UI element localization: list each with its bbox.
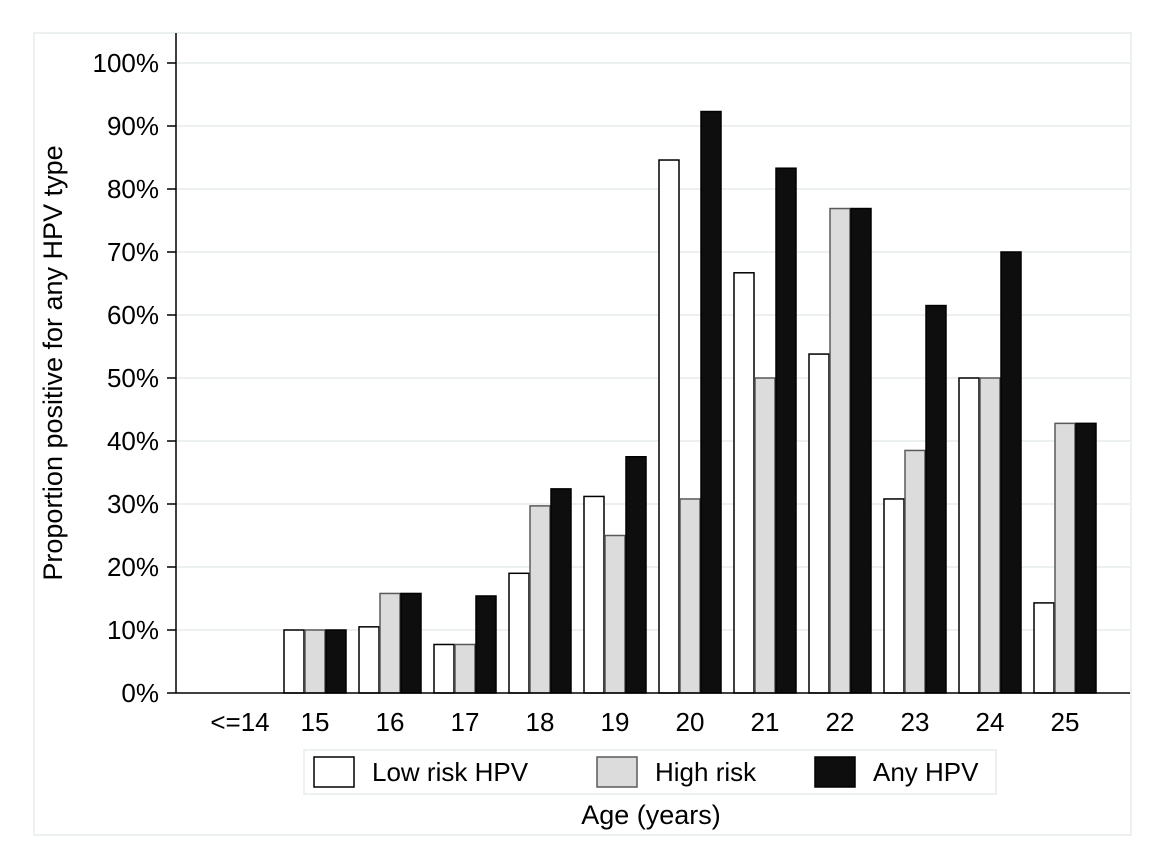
legend-box [303, 749, 997, 795]
bar-low-risk-hpv-25 [1033, 602, 1055, 694]
x-tick-label: 23 [901, 707, 930, 737]
bar-high-risk-15 [304, 629, 326, 694]
y-tick-label: 50% [107, 363, 159, 393]
y-tick-label: 80% [107, 174, 159, 204]
y-tick-label: 70% [107, 237, 159, 267]
x-tick-label: 17 [451, 707, 480, 737]
x-tick-label: 20 [676, 707, 705, 737]
bar-high-risk-18 [529, 505, 551, 694]
y-tick-label: 60% [107, 300, 159, 330]
bar-low-risk-hpv-17 [433, 643, 455, 694]
y-tick-label: 30% [107, 489, 159, 519]
x-tick-labels: <=14 15 16 17 18 19 20 21 22 23 24 25 [210, 707, 1079, 737]
bar-any-hpv-20 [700, 110, 722, 694]
y-axis-label: Proportion positive for any HPV type [38, 145, 68, 580]
bar-high-risk-17 [454, 643, 476, 694]
bar-low-risk-hpv-19 [583, 495, 605, 694]
bar-low-risk-hpv-18 [508, 572, 530, 694]
y-tick-label: 20% [107, 552, 159, 582]
x-tick-label: 16 [376, 707, 405, 737]
x-tick-label: 25 [1051, 707, 1080, 737]
outer-frame [33, 32, 1132, 836]
bar-low-risk-hpv-24 [958, 377, 980, 694]
bar-low-risk-hpv-20 [658, 159, 680, 694]
legend: Low risk HPV High risk Any HPV [303, 749, 997, 795]
bar-low-risk-hpv-21 [733, 272, 755, 694]
bar-low-risk-hpv-15 [283, 629, 305, 694]
x-tick-label: <=14 [210, 707, 269, 737]
bar-high-risk-23 [904, 449, 926, 694]
y-tick-label: 0% [121, 678, 159, 708]
y-tick-label: 100% [93, 48, 160, 78]
bar-any-hpv-16 [400, 592, 422, 694]
bar-high-risk-16 [379, 592, 401, 694]
legend-label: High risk [655, 757, 757, 787]
bar-high-risk-24 [979, 377, 1001, 694]
bar-any-hpv-22 [850, 207, 872, 694]
x-tick-label: 19 [601, 707, 630, 737]
bar-any-hpv-15 [325, 629, 347, 694]
bar-high-risk-19 [604, 534, 626, 694]
legend-label: Any HPV [873, 757, 979, 787]
bar-low-risk-hpv-16 [358, 626, 380, 694]
x-tick-label: 22 [826, 707, 855, 737]
bar-low-risk-hpv-22 [808, 353, 830, 694]
bar-any-hpv-18 [550, 488, 572, 694]
bar-low-risk-hpv-23 [883, 498, 905, 694]
bar-any-hpv-25 [1075, 422, 1097, 694]
bar-high-risk-20 [679, 498, 701, 694]
legend-label: Low risk HPV [372, 757, 529, 787]
x-tick-label: 18 [526, 707, 555, 737]
bar-any-hpv-21 [775, 167, 797, 694]
bar-high-risk-21 [754, 377, 776, 694]
bar-any-hpv-24 [1000, 251, 1022, 694]
y-tick-labels: 0% 10% 20% 30% 40% 50% 60% 70% 80% 90% 100% [93, 48, 176, 708]
x-axis-label: Age (years) [581, 800, 721, 830]
bar-any-hpv-17 [475, 595, 497, 694]
legend-swatch [814, 756, 856, 788]
bar-any-hpv-19 [625, 456, 647, 694]
x-tick-label: 24 [976, 707, 1005, 737]
x-tick-label: 15 [301, 707, 330, 737]
y-tick-label: 90% [107, 111, 159, 141]
legend-swatch [313, 756, 355, 788]
bar-high-risk-25 [1054, 422, 1076, 694]
y-tick-label: 10% [107, 615, 159, 645]
x-tick-label: 21 [751, 707, 780, 737]
bar-any-hpv-23 [925, 304, 947, 694]
legend-swatch [596, 756, 638, 788]
bar-high-risk-22 [829, 207, 851, 694]
bars [283, 110, 1097, 694]
y-tick-label: 40% [107, 426, 159, 456]
